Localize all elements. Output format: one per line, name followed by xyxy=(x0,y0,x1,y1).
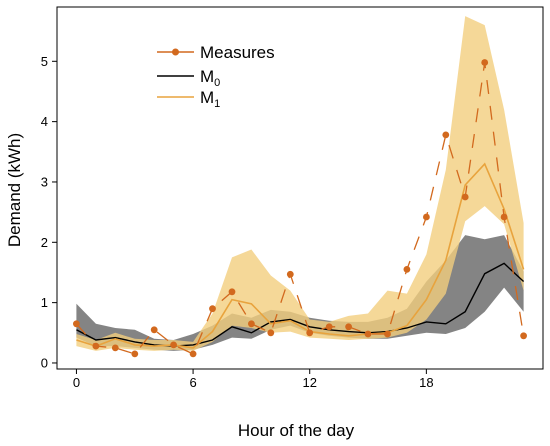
measure-point xyxy=(111,344,119,352)
measure-point xyxy=(209,305,216,313)
plot-frame xyxy=(56,6,544,370)
measure-point xyxy=(364,330,372,338)
measure-point xyxy=(73,320,80,328)
y-tick-label: 3 xyxy=(41,174,48,189)
x-tick-label: 12 xyxy=(302,375,316,390)
legend-m0-label: M0 xyxy=(200,67,220,89)
y-tick-label: 0 xyxy=(41,355,48,370)
x-axis-label: Hour of the day xyxy=(238,421,355,440)
y-tick-label: 1 xyxy=(41,295,48,310)
y-tick-label: 5 xyxy=(41,54,48,69)
y-axis-label: Demand (kWh) xyxy=(5,133,24,247)
measure-point xyxy=(267,329,275,337)
measure-point xyxy=(170,341,178,349)
y-tick-label: 2 xyxy=(41,235,48,250)
legend-measures-label: Measures xyxy=(200,43,275,62)
m0-line xyxy=(76,262,525,347)
x-tick-label: 18 xyxy=(419,375,433,390)
series-lines xyxy=(75,62,525,355)
legend-measures-marker xyxy=(172,48,179,56)
x-tick-label: 0 xyxy=(73,375,80,390)
measure-point xyxy=(423,213,430,221)
measure-point xyxy=(189,350,197,358)
measure-point xyxy=(131,350,139,358)
measures-line xyxy=(75,62,525,355)
measure-points xyxy=(73,59,527,358)
measure-point xyxy=(442,131,450,139)
measure-point xyxy=(150,326,158,334)
measure-point xyxy=(384,330,391,338)
measure-point xyxy=(306,329,314,337)
measure-point xyxy=(500,213,508,221)
m1-line xyxy=(76,162,525,349)
measure-point xyxy=(403,266,411,273)
measure-point xyxy=(345,323,352,331)
m1-band xyxy=(76,16,524,351)
x-tick-label: 6 xyxy=(189,375,196,390)
measure-point xyxy=(520,332,527,340)
y-tick-label: 4 xyxy=(41,114,48,129)
legend: Measures M0 M1 xyxy=(157,43,275,110)
measure-point xyxy=(92,342,100,350)
measure-point xyxy=(286,270,294,278)
measure-point xyxy=(461,193,469,201)
uncertainty-bands xyxy=(76,16,524,351)
legend-m1-label: M1 xyxy=(200,88,220,110)
measure-point xyxy=(481,59,489,66)
measure-point xyxy=(325,323,333,331)
measure-point xyxy=(248,320,255,328)
measure-point xyxy=(228,288,236,296)
